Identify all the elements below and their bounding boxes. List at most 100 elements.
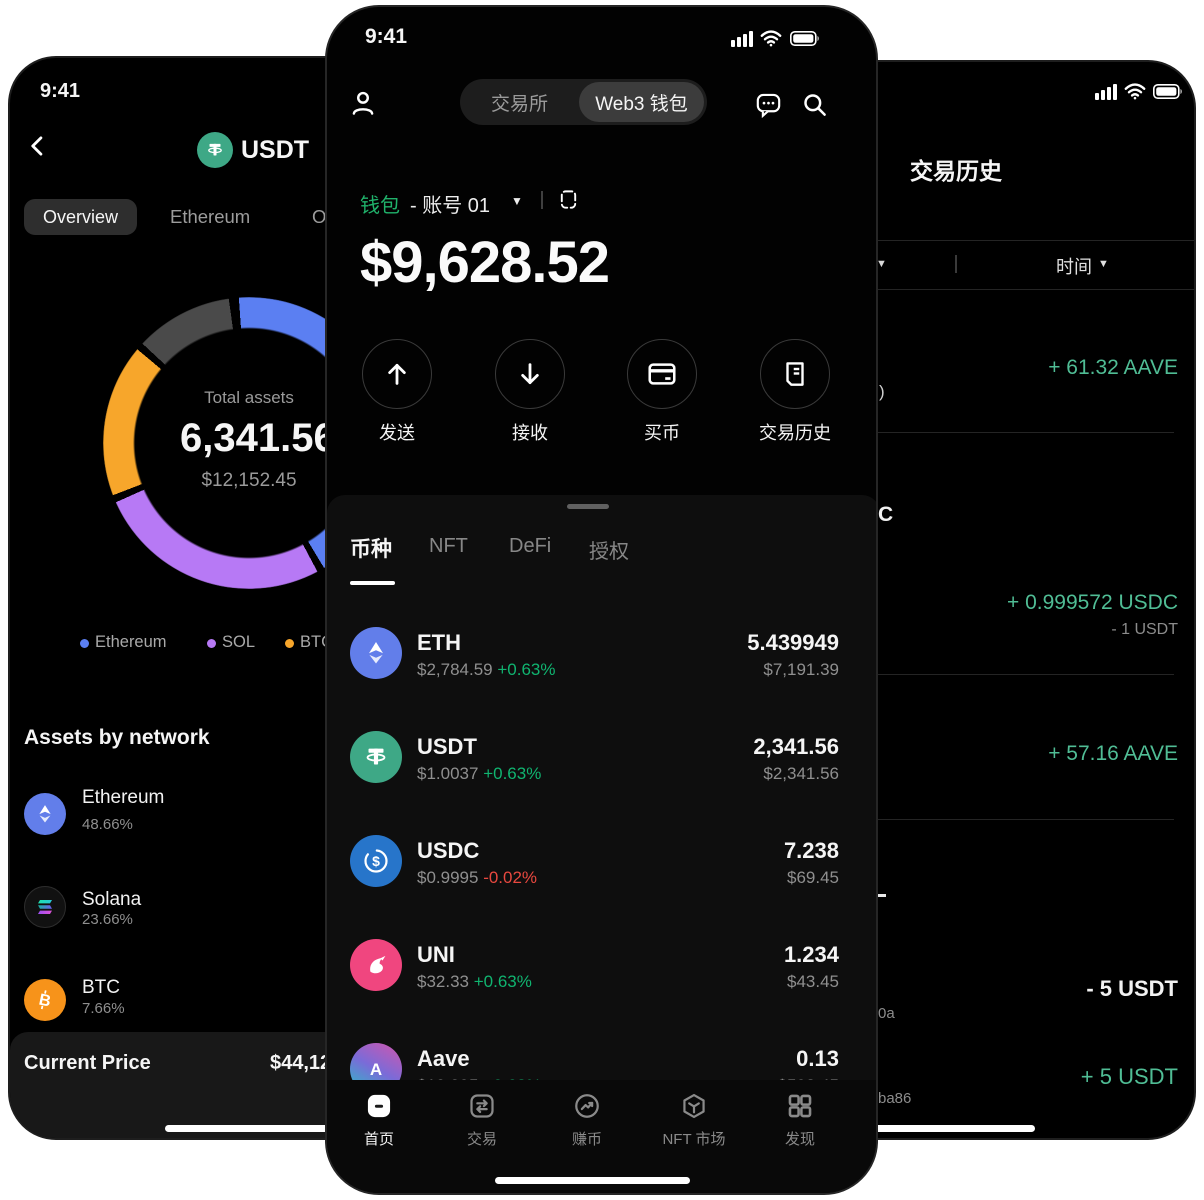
tab-overview-label: Overview bbox=[42, 206, 118, 227]
caret-down-icon[interactable]: ▼ bbox=[511, 194, 523, 208]
legend-dot-ethereum bbox=[80, 639, 89, 648]
token-row-uni[interactable]: UNI $32.33 +0.63% 1.234 $43.45 bbox=[350, 925, 839, 1029]
tx-amount: + 0.999572 USDC bbox=[1006, 591, 1178, 614]
tab-nft[interactable]: NFT bbox=[429, 535, 468, 557]
tx-partial-text: ) bbox=[879, 382, 885, 401]
token-symbol: USDT bbox=[417, 734, 477, 759]
page-title: 交易历史 bbox=[910, 158, 1002, 184]
nav-discover[interactable]: 发现 bbox=[745, 1092, 855, 1149]
nav-nft-market[interactable]: NFT 市场 bbox=[639, 1092, 749, 1149]
nav-earn[interactable]: 赚币 bbox=[532, 1092, 642, 1149]
tx-amount: + 61.32 AAVE bbox=[1048, 356, 1178, 379]
status-time: 9:41 bbox=[365, 25, 408, 48]
home-indicator bbox=[825, 1125, 1035, 1132]
account-label[interactable]: - 账号 01 bbox=[410, 195, 491, 217]
wifi-icon bbox=[1124, 83, 1146, 100]
tx-amount: + 57.16 AAVE bbox=[1048, 742, 1178, 765]
card-icon bbox=[646, 358, 678, 390]
receive-label: 接收 bbox=[512, 423, 548, 443]
svg-text:B: B bbox=[37, 991, 52, 1011]
tab-coins[interactable]: 币种 bbox=[350, 538, 392, 561]
nft-hexagon-icon bbox=[680, 1092, 708, 1120]
token-symbol: UNI bbox=[417, 942, 455, 967]
drag-handle[interactable] bbox=[567, 504, 609, 509]
nav-trade[interactable]: 交易 bbox=[427, 1092, 537, 1149]
donut-center-value: 6,341.56 bbox=[180, 416, 336, 460]
tether-icon bbox=[350, 731, 402, 783]
token-change: -0.02% bbox=[483, 868, 538, 887]
wifi-icon bbox=[760, 30, 782, 47]
token-row-usdc[interactable]: $ USDC $0.9995 -0.02% 7.238 $69.45 bbox=[350, 821, 839, 925]
send-button[interactable] bbox=[362, 339, 432, 409]
tab-defi[interactable]: DeFi bbox=[509, 535, 552, 557]
trade-icon bbox=[468, 1092, 496, 1120]
tab-exchange[interactable]: 交易所 bbox=[460, 79, 579, 125]
chat-icon[interactable] bbox=[755, 91, 782, 119]
arrow-down-icon bbox=[514, 358, 546, 390]
network-percent: 23.66% bbox=[82, 911, 133, 928]
home-indicator bbox=[495, 1177, 690, 1184]
legend-label-ethereum: Ethereum bbox=[95, 633, 167, 651]
network-percent: 7.66% bbox=[82, 1000, 125, 1017]
token-symbol: USDC bbox=[417, 838, 480, 863]
eth-icon bbox=[350, 627, 402, 679]
nav-label: 发现 bbox=[784, 1131, 815, 1148]
tab-overview[interactable]: Overview bbox=[24, 199, 137, 235]
token-row-eth[interactable]: ETH $2,784.59 +0.63% 5.439949 $7,191.39 bbox=[350, 613, 839, 717]
network-name: Solana bbox=[82, 889, 142, 910]
tab-exchange-label: 交易所 bbox=[490, 93, 548, 115]
token-amount: 2,341.56 bbox=[753, 734, 839, 759]
legend-label-sol: SOL bbox=[222, 633, 256, 651]
tab-web3-wallet[interactable]: Web3 钱包 bbox=[579, 82, 704, 122]
profile-icon[interactable] bbox=[349, 89, 377, 117]
divider bbox=[686, 432, 1174, 433]
tx-partial-address: 0a bbox=[878, 1005, 895, 1022]
divider bbox=[662, 289, 1194, 290]
usdc-icon: $ bbox=[350, 835, 402, 887]
tab-ethereum[interactable]: Ethereum bbox=[170, 206, 251, 227]
nav-label: 交易 bbox=[466, 1131, 497, 1148]
token-fiat: $69.45 bbox=[787, 868, 839, 887]
token-change: +0.63% bbox=[473, 972, 532, 991]
nav-home[interactable]: 首页 bbox=[327, 1092, 434, 1149]
nav-label: 赚币 bbox=[571, 1131, 602, 1148]
signal-icon bbox=[1095, 84, 1118, 100]
document-icon bbox=[780, 359, 810, 389]
tab-web3-wallet-label: Web3 钱包 bbox=[595, 93, 688, 115]
back-icon[interactable] bbox=[24, 132, 52, 160]
time-filter[interactable]: 时间 bbox=[1056, 257, 1092, 277]
token-amount: 1.234 bbox=[783, 942, 839, 967]
current-price-value: $44,12 bbox=[270, 1052, 332, 1074]
center-phone-wallet-home-screen: 9:41 交易所 Web3 钱包 钱包 - 账号 bbox=[325, 5, 878, 1195]
buy-crypto-button[interactable] bbox=[627, 339, 697, 409]
tab-partial[interactable]: O bbox=[312, 206, 327, 227]
caret-down-icon[interactable]: ▼ bbox=[1098, 258, 1109, 270]
tether-icon bbox=[197, 132, 233, 168]
separator bbox=[541, 191, 543, 209]
scan-icon[interactable] bbox=[557, 188, 580, 211]
home-indicator bbox=[165, 1125, 375, 1132]
token-row-usdt[interactable]: USDT $1.0037 +0.63% 2,341.56 $2,341.56 bbox=[350, 717, 839, 821]
tab-active-underline bbox=[350, 581, 395, 585]
legend-dot-btc bbox=[285, 639, 294, 648]
caret-down-icon[interactable]: ▼ bbox=[876, 258, 887, 270]
tx-partial-address: ba86 bbox=[878, 1090, 912, 1107]
tab-approvals[interactable]: 授权 bbox=[589, 541, 629, 563]
divider bbox=[686, 819, 1174, 820]
receive-button[interactable] bbox=[495, 339, 565, 409]
segmented-control: 交易所 Web3 钱包 bbox=[460, 79, 707, 125]
ethereum-icon bbox=[24, 793, 66, 835]
token-symbol: Aave bbox=[417, 1046, 470, 1071]
token-change: +0.63% bbox=[497, 660, 556, 679]
history-button[interactable] bbox=[760, 339, 830, 409]
token-change: +0.63% bbox=[483, 764, 542, 783]
search-icon[interactable] bbox=[801, 91, 828, 118]
network-name: Ethereum bbox=[82, 787, 165, 808]
asset-sheet: 币种 NFT DeFi 授权 ETH $2,784.59 +0.63% 5.43… bbox=[327, 495, 876, 1193]
wallet-label[interactable]: 钱包 bbox=[360, 195, 400, 217]
tx-partial-title: C bbox=[878, 503, 894, 526]
token-amount: 5.439949 bbox=[747, 630, 839, 655]
legend-label-btc: BTC bbox=[300, 633, 333, 651]
solana-icon bbox=[24, 886, 66, 928]
